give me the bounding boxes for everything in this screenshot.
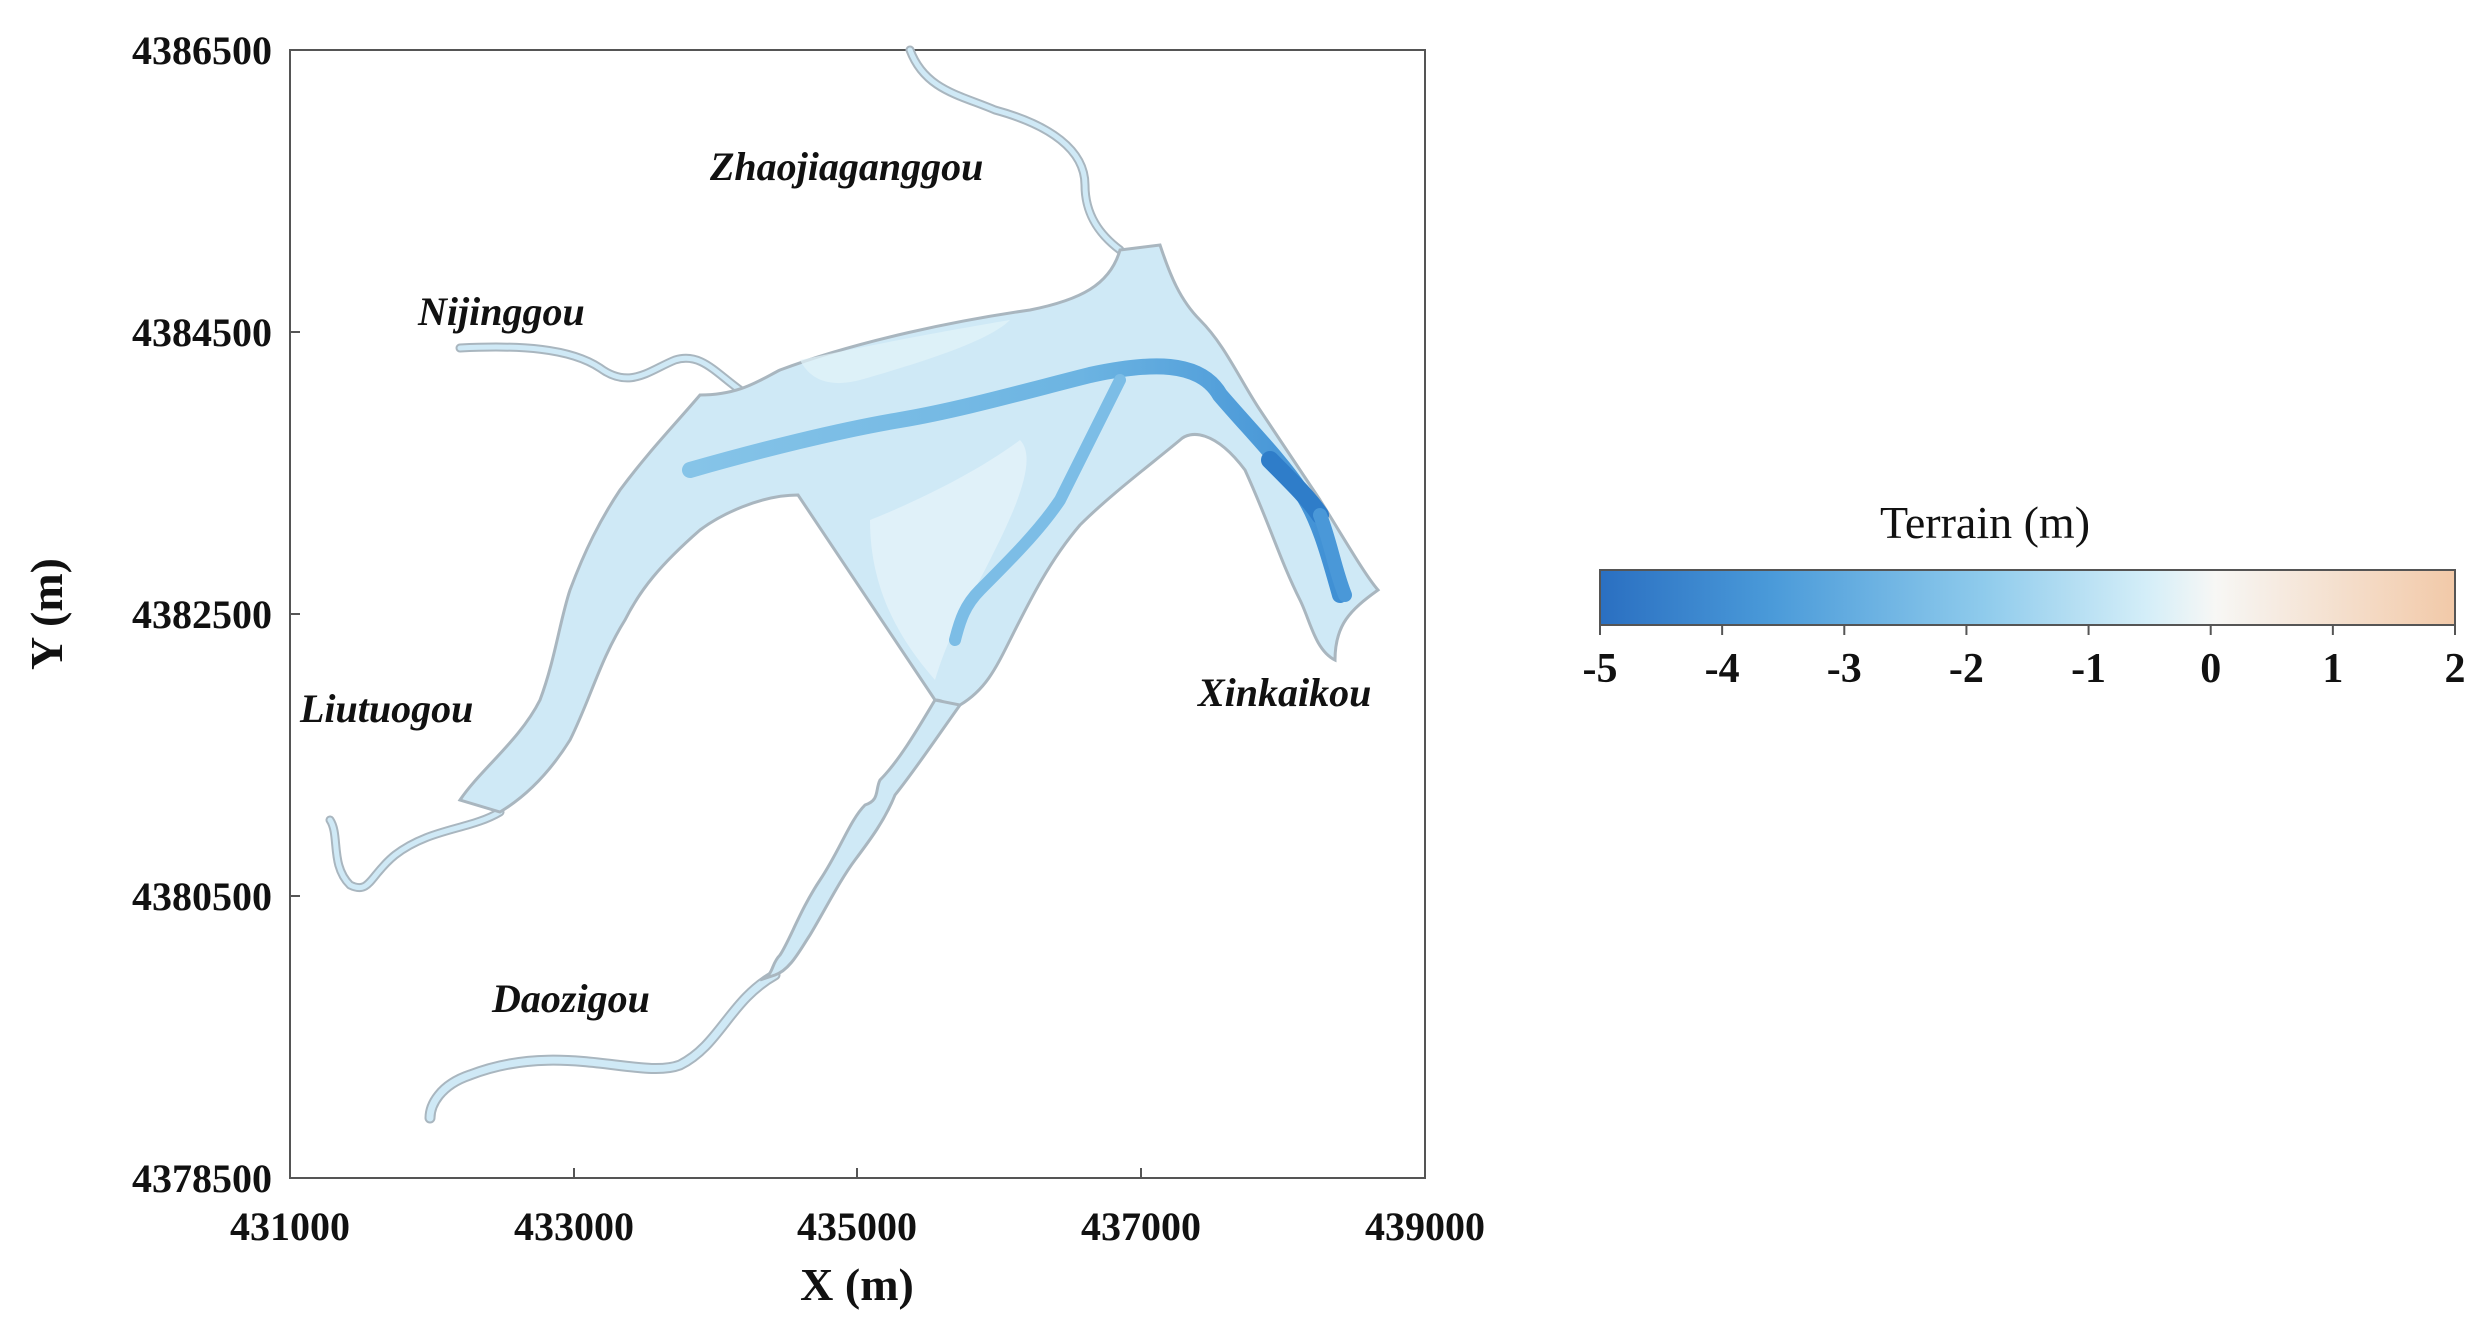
colorbar-legend: Terrain (m) -5 -4 -3 -2 -1 0 1 2	[1583, 497, 2466, 692]
y-tick-label: 4380500	[132, 874, 272, 919]
colorbar-tick-label: -3	[1827, 646, 1862, 692]
place-label-xinkaikou: Xinkaikou	[1196, 670, 1371, 715]
place-label-daozigou: Daozigou	[491, 976, 650, 1021]
y-tick-label: 4378500	[132, 1156, 272, 1201]
y-tick-label: 4382500	[132, 592, 272, 637]
y-tick-label: 4384500	[132, 310, 272, 355]
y-tick-label: 4386500	[132, 28, 272, 73]
secondary-channel	[949, 374, 1126, 646]
x-axis: 431000 433000 435000 437000 439000 X (m)	[230, 1168, 1485, 1310]
colorbar-tick-label: 1	[2322, 646, 2343, 692]
map-plot-area	[289, 49, 1426, 1179]
colorbar-title: Terrain (m)	[1880, 497, 2090, 548]
colorbar-tick-label: 2	[2445, 646, 2466, 692]
colorbar-gradient	[1599, 569, 2456, 626]
tributary-streams	[325, 45, 1125, 1124]
colorbar-tick-label: -5	[1583, 646, 1618, 692]
place-label-zhaojiaganggou: Zhaojiaganggou	[709, 144, 983, 189]
place-label-liutuogou: Liutuogou	[299, 686, 473, 731]
x-tick-label: 437000	[1081, 1204, 1201, 1249]
colorbar-tick-label: -4	[1705, 646, 1740, 692]
y-axis-title: Y (m)	[21, 558, 72, 670]
x-axis-title: X (m)	[800, 1259, 914, 1310]
colorbar-tick-label: 0	[2200, 646, 2221, 692]
x-tick-label: 433000	[514, 1204, 634, 1249]
colorbar-tick-label: -1	[2071, 646, 2106, 692]
main-water-body	[457, 243, 1381, 982]
colorbar-tick-label: -2	[1949, 646, 1984, 692]
x-tick-label: 431000	[230, 1204, 350, 1249]
place-label-nijinggou: Nijinggou	[417, 289, 585, 334]
place-labels: Zhaojiaganggou Nijinggou Liutuogou Daozi…	[299, 144, 1371, 1021]
x-tick-label: 439000	[1365, 1204, 1485, 1249]
x-tick-label: 435000	[797, 1204, 917, 1249]
y-axis: 4386500 4384500 4382500 4380500 4378500 …	[21, 28, 300, 1201]
